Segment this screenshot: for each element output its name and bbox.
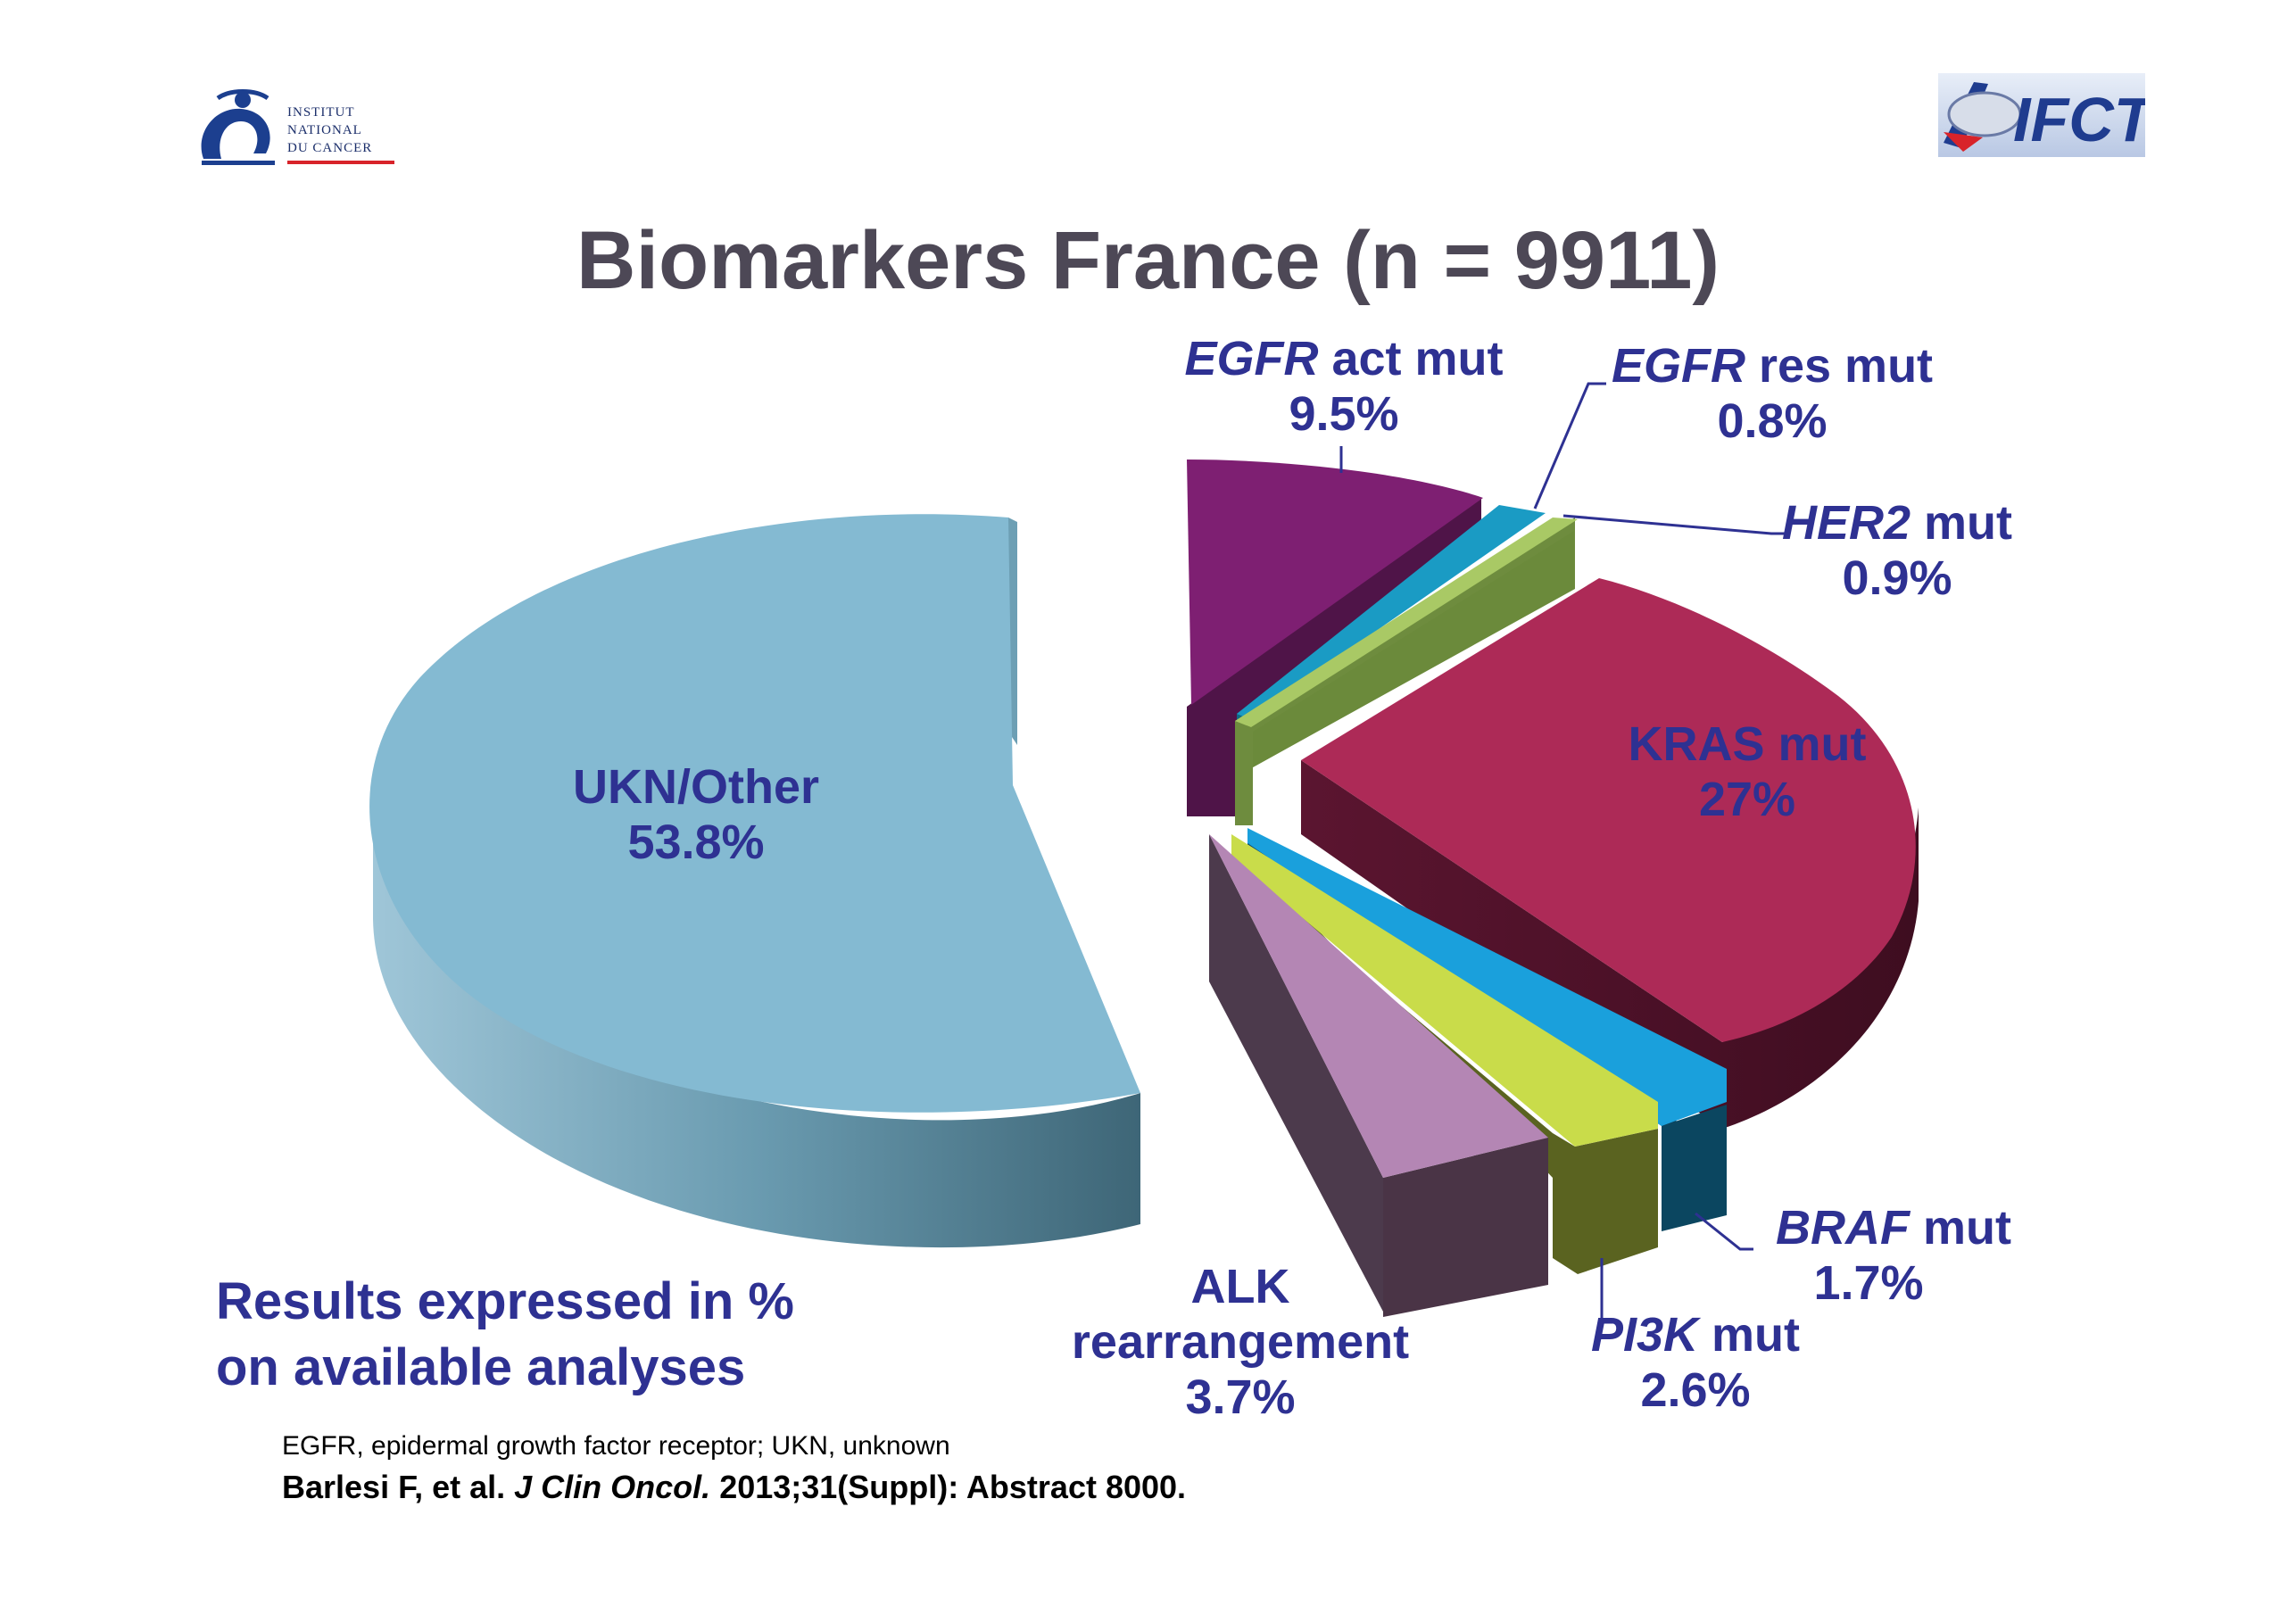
svg-text:0.8%: 0.8% bbox=[1717, 394, 1827, 448]
svg-text:27%: 27% bbox=[1699, 773, 1795, 826]
svg-text:IFCT: IFCT bbox=[2013, 85, 2145, 154]
svg-text:0.9%: 0.9% bbox=[1842, 551, 1952, 605]
svg-text:53.8%: 53.8% bbox=[627, 816, 764, 869]
label-part: mut bbox=[1698, 1308, 1800, 1362]
svg-text:PI3K mut: PI3K mut bbox=[1591, 1308, 1800, 1362]
svg-text:NATIONAL: NATIONAL bbox=[287, 123, 362, 137]
citation-authors: Barlesi F, et al. bbox=[282, 1469, 506, 1505]
svg-text:HER2 mut: HER2 mut bbox=[1782, 496, 2012, 550]
citation-details: 2013;31(Suppl): Abstract 8000. bbox=[719, 1469, 1187, 1505]
label-part: BRAF bbox=[1776, 1201, 1911, 1255]
pie-slice-egfr-act-mut bbox=[1187, 460, 1483, 816]
label-part: act mut bbox=[1318, 332, 1503, 385]
citation: Barlesi F, et al. J Clin Oncol. 2013;31(… bbox=[282, 1469, 1186, 1506]
institut-national-du-cancer-logo: INSTITUT NATIONAL DU CANCER bbox=[201, 89, 394, 165]
data-label-kras-mut: KRAS mut 27% bbox=[1629, 717, 1867, 826]
label-part: mut bbox=[1911, 496, 2012, 550]
label-part: EGFR bbox=[1184, 332, 1318, 385]
svg-text:DU CANCER: DU CANCER bbox=[287, 141, 372, 155]
svg-text:rearrangement: rearrangement bbox=[1072, 1315, 1409, 1369]
leader-line-her2 bbox=[1562, 514, 1785, 535]
label-part: EGFR bbox=[1612, 339, 1745, 393]
data-label-her2-mut: HER2 mut 0.9% bbox=[1782, 496, 2012, 605]
results-note-line1: Results expressed in % bbox=[216, 1272, 794, 1330]
label-part: PI3K bbox=[1591, 1308, 1702, 1362]
svg-text:UKN/Other: UKN/Other bbox=[573, 760, 819, 814]
results-note-line2: on available analyses bbox=[216, 1338, 746, 1396]
svg-text:EGFR act mut: EGFR act mut bbox=[1184, 332, 1503, 385]
data-label-egfr-act-mut: EGFR act mut 9.5% bbox=[1184, 332, 1503, 441]
data-label-braf-mut: BRAF mut 1.7% bbox=[1776, 1201, 2011, 1310]
svg-text:3.7%: 3.7% bbox=[1185, 1370, 1295, 1424]
svg-text:2.6%: 2.6% bbox=[1640, 1363, 1750, 1417]
leader-line-braf bbox=[1695, 1212, 1753, 1251]
leader-lines bbox=[1339, 382, 1785, 1324]
footnote: EGFR, epidermal growth factor receptor; … bbox=[282, 1431, 950, 1461]
svg-text:INSTITUT: INSTITUT bbox=[287, 105, 355, 120]
leader-line-egfr-res bbox=[1533, 382, 1606, 509]
leader-line-pi3k bbox=[1600, 1258, 1615, 1324]
svg-text:9.5%: 9.5% bbox=[1289, 387, 1398, 441]
svg-text:ALK: ALK bbox=[1191, 1260, 1290, 1313]
label-part: res mut bbox=[1745, 339, 1933, 393]
svg-text:BRAF mut: BRAF mut bbox=[1776, 1201, 2011, 1255]
citation-journal: J Clin Oncol. bbox=[514, 1469, 711, 1505]
pie-slice-her2-mut bbox=[1235, 518, 1578, 825]
pie-slice-kras-mut bbox=[1301, 578, 1919, 1129]
data-label-alk-rearrangement: ALK rearrangement 3.7% bbox=[1072, 1260, 1409, 1424]
svg-text:KRAS mut: KRAS mut bbox=[1629, 717, 1867, 771]
data-label-ukn-other: UKN/Other 53.8% bbox=[573, 760, 819, 869]
svg-text:EGFR res mut: EGFR res mut bbox=[1612, 339, 1933, 393]
ifct-logo: IFCT bbox=[1938, 73, 2145, 157]
pie-slice-egfr-res-mut bbox=[1237, 505, 1546, 821]
data-label-pi3k-mut: PI3K mut 2.6% bbox=[1591, 1308, 1800, 1417]
label-part: mut bbox=[1910, 1201, 2011, 1255]
pie-slice-alk-rearrangement bbox=[1209, 834, 1548, 1317]
results-note: Results expressed in % on available anal… bbox=[216, 1269, 794, 1401]
data-label-egfr-res-mut: EGFR res mut 0.8% bbox=[1612, 339, 1933, 448]
chart-title: Biomarkers France (n = 9911) bbox=[576, 215, 1720, 306]
svg-text:1.7%: 1.7% bbox=[1813, 1256, 1923, 1310]
pie-slice-ukn-other bbox=[369, 514, 1140, 1248]
label-part: HER2 bbox=[1782, 496, 1911, 550]
